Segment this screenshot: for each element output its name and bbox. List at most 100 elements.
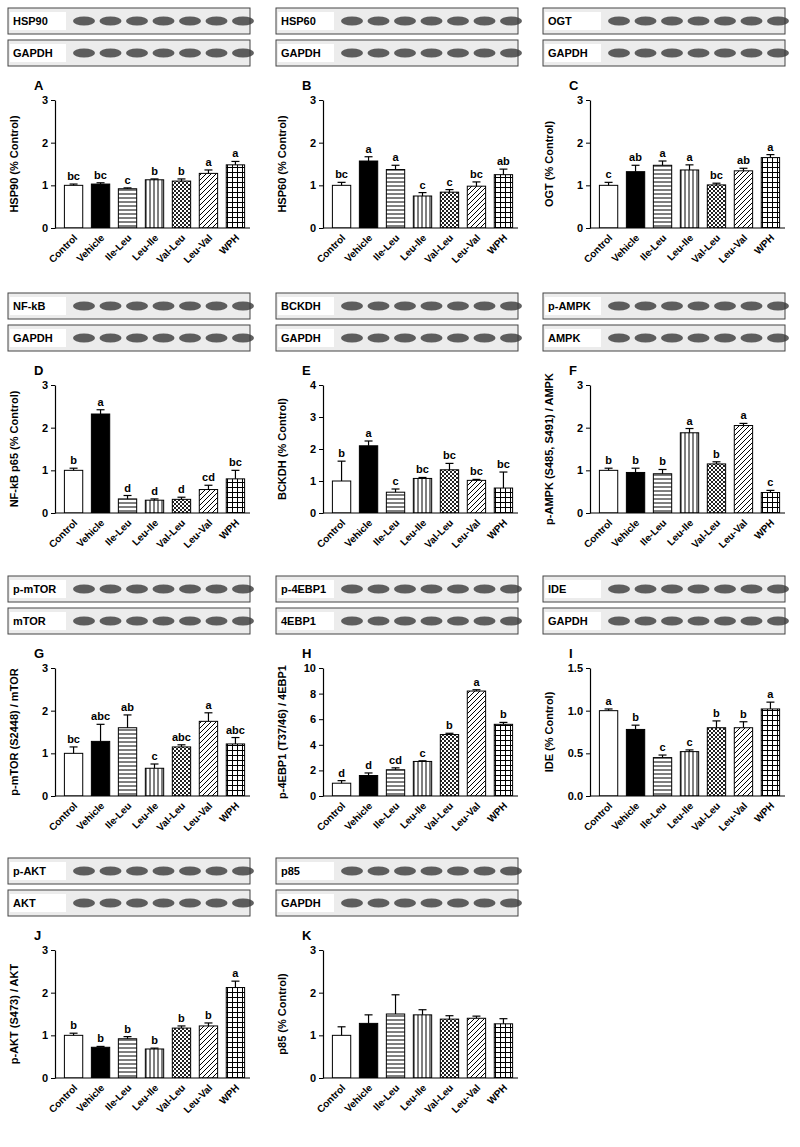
tick-mark — [586, 513, 590, 514]
tick-label: Vehicle — [609, 232, 641, 264]
tick-label: 3 — [577, 94, 583, 106]
panel-letter: K — [302, 928, 312, 943]
error-stem — [368, 157, 369, 161]
x-tick: Val-Leu — [422, 1082, 455, 1115]
significance-label: b — [70, 1019, 77, 1031]
blot-band — [100, 302, 122, 311]
blot-frame — [276, 576, 518, 602]
tick-label: Val-Leu — [689, 232, 722, 265]
y-axis: 0123 — [310, 944, 324, 1084]
error-bar — [605, 709, 613, 711]
tick-label: Control — [582, 232, 615, 265]
significance-label: d — [178, 483, 185, 495]
y-tick: 0 — [42, 507, 55, 519]
tick-mark — [319, 185, 323, 186]
error-cap — [338, 1026, 346, 1027]
tick-mark — [319, 694, 323, 695]
tick-label: Vehicle — [342, 800, 374, 832]
significance-label: bc — [710, 169, 723, 181]
significance-label: b — [446, 719, 453, 731]
tick-label: 0.5 — [568, 747, 583, 759]
error-cap — [392, 165, 400, 166]
bar — [332, 1035, 350, 1078]
blot-band — [341, 617, 363, 626]
bar — [599, 470, 617, 513]
error-cap — [686, 749, 694, 750]
tick-mark — [51, 950, 55, 951]
blot-band — [368, 617, 390, 626]
blot-label: HSP90 — [13, 15, 48, 27]
tick-mark — [319, 513, 323, 514]
bar — [226, 479, 244, 513]
blot: OGT — [543, 8, 789, 34]
significance-label: bc — [94, 169, 107, 181]
error-bar — [365, 1015, 373, 1024]
blot-band — [341, 899, 363, 908]
significance-label: b — [632, 454, 639, 466]
tick-mark — [51, 428, 55, 429]
x-tick: WPH — [217, 517, 241, 541]
blot-band — [73, 617, 95, 626]
significance-label: ab — [121, 701, 134, 713]
tick-mark — [319, 993, 323, 994]
y-tick: 3 — [310, 94, 323, 106]
error-cap — [419, 477, 427, 478]
tick-mark — [586, 143, 590, 144]
panel: OGTGAPDHcabaabcaba0123ControlVehicleIle-… — [543, 8, 789, 265]
bar — [680, 433, 698, 513]
plot-area — [599, 155, 779, 228]
blot: GAPDH — [276, 40, 522, 66]
bar — [761, 493, 779, 513]
blot-label: mTOR — [13, 615, 46, 627]
blot-frame — [276, 858, 518, 884]
error-cap — [419, 760, 427, 761]
error-stem — [422, 1010, 423, 1015]
blot-band — [100, 49, 122, 58]
tick-mark — [586, 470, 590, 471]
error-cap — [124, 1036, 132, 1037]
blot-band — [368, 49, 390, 58]
bar — [413, 1015, 431, 1078]
tick-label: WPH — [485, 517, 509, 541]
y-tick: 1 — [42, 747, 55, 759]
x-tick: Ile-Leu — [371, 1082, 402, 1113]
blot-band — [767, 334, 789, 343]
significance-label: a — [686, 415, 693, 427]
significance-label: a — [686, 151, 693, 163]
error-stem — [743, 722, 744, 728]
tick-label: Val-Leu — [422, 232, 455, 265]
bar — [332, 185, 350, 228]
error-stem — [235, 738, 236, 744]
tick-mark — [586, 711, 590, 712]
significance-label: a — [606, 695, 613, 707]
blot-label-bg — [278, 862, 334, 880]
panel-letter: H — [302, 646, 311, 661]
error-bar — [712, 721, 720, 728]
error-bar — [365, 441, 373, 446]
error-cap — [97, 409, 105, 410]
error-bar — [766, 702, 774, 709]
significance-label: c — [419, 179, 425, 191]
y-tick: 2 — [42, 422, 55, 434]
error-bar — [472, 479, 480, 481]
error-cap — [766, 490, 774, 491]
error-cap — [70, 468, 78, 469]
tick-label: 2 — [42, 422, 48, 434]
significance-label: d — [338, 767, 345, 779]
y-tick: 0 — [310, 507, 323, 519]
blot-band — [661, 49, 683, 58]
blot-label-bg — [278, 297, 334, 315]
y-tick: 2 — [42, 987, 55, 999]
blot-band — [421, 17, 443, 26]
significance-label: bc — [229, 456, 242, 468]
axis-line — [55, 669, 56, 797]
significance-label: ab — [629, 151, 642, 163]
blot-band — [368, 17, 390, 26]
blot-band — [688, 302, 710, 311]
blot-frame — [8, 858, 250, 884]
error-bar — [338, 182, 346, 185]
blot-band — [688, 585, 710, 594]
tick-label: 4 — [310, 739, 317, 751]
bar — [653, 474, 671, 513]
error-bar — [70, 1033, 78, 1035]
